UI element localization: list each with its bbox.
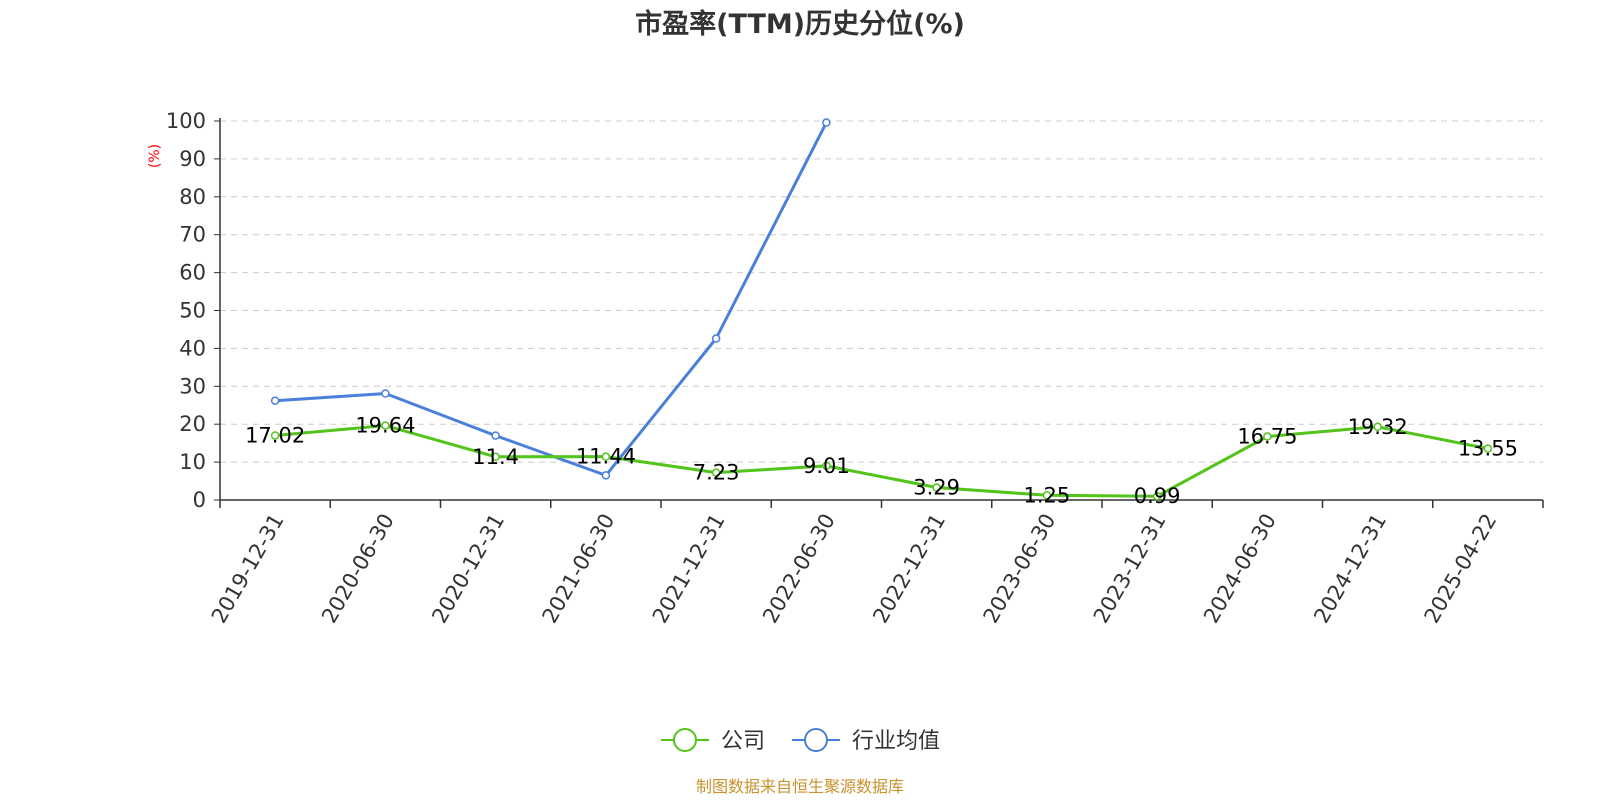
series-line-company — [274, 424, 1489, 498]
y-tick-label: 80 — [179, 185, 206, 209]
x-tick-label: 2022-12-31 — [868, 510, 950, 628]
data-label-company: 16.75 — [1237, 425, 1297, 449]
y-tick-label: 90 — [179, 147, 206, 171]
data-point-company[interactable] — [932, 483, 941, 492]
legend-circle-icon — [804, 728, 828, 752]
legend-label: 行业均值 — [852, 729, 940, 754]
data-label-company: 11.44 — [576, 445, 636, 469]
data-point-company[interactable] — [270, 431, 280, 440]
x-tick-label: 2021-06-30 — [538, 510, 620, 628]
y-axis-label: (%) — [147, 144, 163, 168]
y-tick-label: 40 — [179, 336, 206, 360]
grid-lines — [220, 120, 1543, 463]
data-label-company: 11.4 — [472, 445, 519, 469]
x-tick-label: 2019-12-31 — [207, 510, 289, 628]
data-label-company: 19.32 — [1348, 415, 1408, 439]
data-labels: 17.02 19.64 11.4 11.44 7.23 9.01 3.29 1.25 0.99 1… — [245, 414, 1518, 509]
data-label-company: 3.29 — [913, 476, 960, 500]
axes: 0 10 20 30 40 50 60 70 80 90 100 2019-12-31 2020-06-… — [166, 109, 1544, 628]
y-tick-label: 60 — [179, 261, 206, 285]
x-tick-label: 2020-12-31 — [427, 510, 509, 628]
data-point-industry[interactable] — [711, 334, 721, 343]
y-tick-label: 100 — [166, 109, 206, 133]
legend-item-company[interactable]: 公司 — [661, 728, 765, 754]
x-tick-label: 2023-06-30 — [979, 510, 1061, 628]
legend[interactable]: 公司 行业均值 — [661, 728, 940, 754]
data-point-industry[interactable] — [381, 389, 390, 398]
data-point-company[interactable] — [601, 452, 611, 461]
data-point-industry[interactable] — [270, 396, 280, 405]
data-label-company: 13.55 — [1458, 437, 1518, 461]
x-tick-label: 2021-12-31 — [648, 510, 730, 628]
data-point-industry[interactable] — [822, 118, 831, 127]
data-point-company[interactable] — [491, 452, 500, 462]
data-point-industry[interactable] — [491, 431, 500, 440]
data-point-company[interactable] — [711, 468, 721, 477]
data-label-company: 19.64 — [355, 414, 415, 438]
data-label-company: 7.23 — [693, 461, 740, 485]
data-point-company[interactable] — [381, 421, 390, 430]
data-label-company: 0.99 — [1134, 484, 1181, 508]
x-tick-label: 2024-06-30 — [1199, 510, 1281, 628]
y-tick-label: 0 — [193, 488, 206, 512]
y-tick-label: 30 — [179, 374, 206, 398]
data-point-company[interactable] — [1152, 491, 1162, 501]
data-source-note: 制图数据来自恒生聚源数据库 — [696, 777, 904, 796]
x-tick-label: 2020-06-30 — [317, 510, 399, 628]
y-tick-label: 20 — [179, 412, 206, 436]
y-tick-label: 10 — [179, 450, 206, 474]
legend-circle-icon — [673, 728, 697, 752]
x-tick-label: 2025-04-22 — [1420, 510, 1502, 628]
series-layer — [270, 118, 1493, 501]
x-tick-label: 2022-06-30 — [758, 510, 840, 628]
data-point-company[interactable] — [1263, 432, 1272, 441]
x-tick-label: 2023-12-31 — [1089, 510, 1171, 628]
y-tick-label: 50 — [179, 299, 206, 323]
y-tick-label: 70 — [179, 223, 206, 247]
chart-title: 市盈率(TTM)历史分位(%) — [635, 8, 965, 40]
data-point-company[interactable] — [1042, 491, 1052, 500]
data-point-company[interactable] — [1373, 422, 1382, 432]
data-label-company: 1.25 — [1023, 483, 1070, 507]
legend-item-industry[interactable]: 行业均值 — [792, 728, 940, 754]
data-point-industry[interactable] — [601, 471, 611, 480]
data-point-company[interactable] — [822, 461, 831, 471]
legend-label: 公司 — [721, 729, 765, 754]
data-label-company: 17.02 — [245, 423, 305, 447]
x-tick-label: 2024-12-31 — [1309, 510, 1391, 628]
data-point-company[interactable] — [1483, 444, 1493, 453]
data-label-company: 9.01 — [803, 454, 850, 478]
